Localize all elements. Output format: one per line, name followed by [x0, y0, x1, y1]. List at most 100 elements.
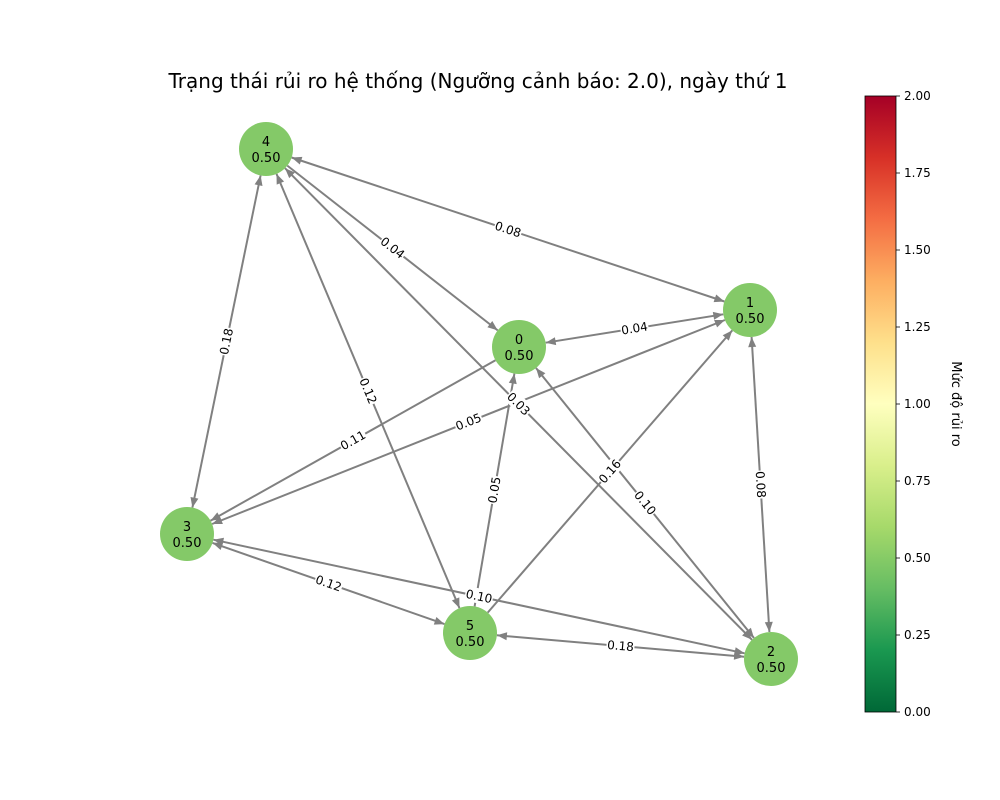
edge-arrowhead-head [713, 294, 725, 303]
edge-weight-text: 0.04 [378, 234, 408, 261]
colorbar-tick-label: 1.50 [904, 243, 931, 257]
node-0: 00.50 [492, 320, 546, 374]
edge-arrowhead-tail [742, 629, 752, 640]
node-value-label: 0.50 [173, 536, 202, 551]
edges-layer [190, 156, 773, 660]
edge-label-3-5: 0.12 [312, 571, 345, 595]
colorbar-tick-label: 1.75 [904, 166, 931, 180]
edge-label-background [619, 318, 650, 338]
edge-label-background [484, 474, 504, 505]
colorbar-label: Mức độ rủi ro [948, 361, 963, 446]
node-circle [160, 507, 214, 561]
edge-label-5-0: 0.05 [484, 474, 504, 505]
edge-weight-text: 0.10 [631, 488, 659, 518]
edge-arrowhead-head [545, 337, 557, 346]
edge-label-background [463, 585, 495, 607]
edge-label-background [752, 470, 770, 499]
edge-arrowhead-tail [536, 368, 546, 379]
edge-labels-layer: 0.080.040.180.12 0.030.040.110.050.050.16… [215, 217, 770, 655]
edge-label-background [356, 374, 381, 407]
colorbar: 0.00 0.25 0.50 0.75 1.00 1.25 1.50 1.75 2.00 Mức… [864, 89, 963, 719]
colorbar-tick-label: 0.50 [904, 551, 931, 565]
node-5: 50.50 [443, 606, 497, 660]
edge-arrowhead-tail [254, 175, 263, 186]
edge-arrowhead-head [733, 651, 745, 660]
edge-label-5-4: 0.12 [356, 374, 381, 407]
node-value-label: 0.50 [505, 349, 534, 364]
edge-label-background [452, 409, 485, 434]
edge-weight-text: 0.12 [356, 376, 379, 406]
edge-label-background [492, 217, 524, 241]
node-id-label: 5 [466, 619, 474, 634]
node-circle [443, 606, 497, 660]
edge-arrowhead-head [212, 516, 223, 524]
node-2: 20.50 [744, 632, 798, 686]
colorbar-tick-label: 1.25 [904, 320, 931, 334]
edge-arrowhead-tail [748, 337, 757, 348]
figure-title: Trạng thái rủi ro hệ thống (Ngưỡng cảnh … [168, 69, 788, 93]
colorbar-tick-label: 0.25 [904, 628, 931, 642]
node-value-label: 0.50 [456, 635, 485, 650]
node-value-label: 0.50 [757, 661, 786, 676]
edge-arrowhead-head [487, 321, 498, 331]
node-1: 10.50 [723, 283, 777, 337]
edge-label-4-1: 0.08 [492, 217, 524, 241]
colorbar-tick-label: 0.75 [904, 474, 931, 488]
edge-arrowhead-head [433, 617, 445, 625]
node-3: 30.50 [160, 507, 214, 561]
edge-arrowhead-head [508, 373, 517, 385]
edge-weight-text: 0.08 [753, 471, 769, 499]
colorbar-tick-label: 1.00 [904, 397, 931, 411]
edge-weight-text: 0.10 [464, 587, 493, 606]
node-id-label: 0 [515, 333, 523, 348]
edge-label-1-2: 0.08 [752, 470, 770, 499]
edge-arrowhead-head [276, 173, 285, 185]
node-value-label: 0.50 [252, 151, 281, 166]
node-id-label: 1 [746, 296, 754, 311]
colorbar-tick-label: 2.00 [904, 89, 931, 103]
edge-label-background [312, 571, 345, 595]
node-id-label: 3 [183, 520, 191, 535]
edge-arrowhead-tail [291, 156, 303, 165]
edge-arrowhead-head [764, 621, 773, 632]
edge-label-background [605, 636, 636, 655]
edge-weight-text: 0.08 [493, 219, 523, 241]
edge-weight-text: 0.04 [620, 319, 649, 337]
node-id-label: 2 [767, 645, 775, 660]
edge-arrowhead-tail [714, 320, 725, 328]
edge-label-background [215, 326, 237, 357]
edge-arrowhead-tail [712, 311, 724, 320]
edge-weight-text: 0.12 [314, 572, 344, 594]
edge-arrowhead-tail [451, 597, 460, 609]
edge-weight-text: 0.05 [485, 476, 503, 505]
edge-arrowhead-head [190, 497, 199, 508]
node-circle [744, 632, 798, 686]
edge-label-0-3: 0.11 [336, 426, 369, 454]
edge-label-1-0: 0.04 [619, 318, 650, 338]
node-circle [492, 320, 546, 374]
edge-arrowhead-tail [496, 632, 508, 641]
edge-label-4-3: 0.18 [215, 326, 237, 357]
edge-label-background [503, 388, 535, 419]
node-id-label: 4 [262, 135, 270, 150]
edge-arrowhead-head [722, 330, 733, 341]
edge-label-background [594, 455, 625, 487]
colorbar-tick-label: 0.00 [904, 705, 931, 719]
edge-arrowhead-head [744, 627, 754, 638]
edge-label-5-2: 0.18 [605, 636, 636, 655]
node-circle [239, 122, 293, 176]
node-circle [723, 283, 777, 337]
edge-weight-text: 0.05 [453, 411, 483, 434]
colorbar-ticks: 0.00 0.25 0.50 0.75 1.00 1.25 1.50 1.75 2.00 [896, 89, 931, 719]
edge-label-3-2: 0.10 [463, 585, 495, 607]
edge-weight-text: 0.18 [607, 638, 635, 654]
node-value-label: 0.50 [736, 312, 765, 327]
edge-label-background [336, 426, 369, 454]
edge-arrowhead-tail [213, 537, 224, 546]
node-4: 40.50 [239, 122, 293, 176]
colorbar-gradient [864, 95, 897, 713]
edge-weight-text: 0.18 [217, 327, 236, 356]
edge-arrowhead-head [285, 168, 295, 179]
